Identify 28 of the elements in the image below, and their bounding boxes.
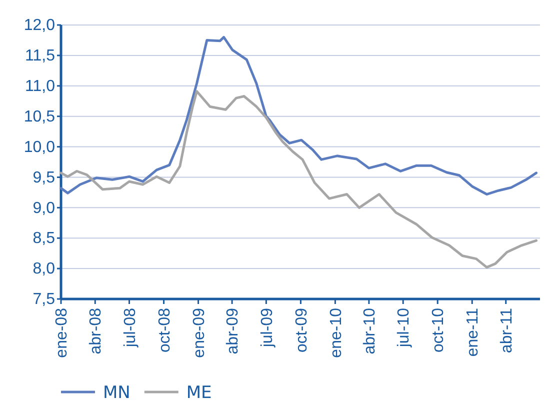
y-tick-label: 9,0 (32, 200, 56, 217)
x-tick-label: jul-08 (122, 308, 139, 348)
y-tick-label: 9,5 (32, 169, 56, 186)
x-tick-label: ene-09 (190, 308, 208, 358)
x-tick-label: jul-10 (396, 308, 413, 348)
line-series (60, 90, 538, 269)
y-tick-label: 11,5 (25, 48, 56, 65)
x-tick-label: ene-10 (328, 308, 345, 358)
x-tick-label: jul-09 (258, 308, 276, 348)
y-tick-label: 8,5 (32, 230, 56, 248)
y-tick-label: 11,0 (25, 78, 56, 96)
legend-label: MN (103, 383, 130, 403)
legend-label: ME (186, 383, 212, 403)
x-tick-label: abr-10 (362, 308, 379, 354)
y-tick-label: 10,5 (24, 108, 56, 126)
y-tick-label: 7,5 (32, 291, 56, 308)
x-tick-label: abr-08 (88, 308, 105, 354)
y-tick-label: 12,0 (24, 17, 56, 34)
x-tick-label: abr-11 (498, 308, 516, 354)
x-tick-label: oct-08 (156, 308, 174, 352)
y-tick-label: 10,0 (24, 138, 56, 156)
line-series (60, 36, 538, 196)
x-tick-label: ene-08 (54, 308, 71, 358)
x-tick-label: ene-11 (464, 308, 482, 357)
y-tick-label: 8,0 (32, 260, 56, 278)
x-tick-label: abr-09 (224, 308, 242, 354)
x-tick-label: oct-09 (293, 308, 310, 352)
x-tick-label: oct-10 (430, 308, 448, 352)
